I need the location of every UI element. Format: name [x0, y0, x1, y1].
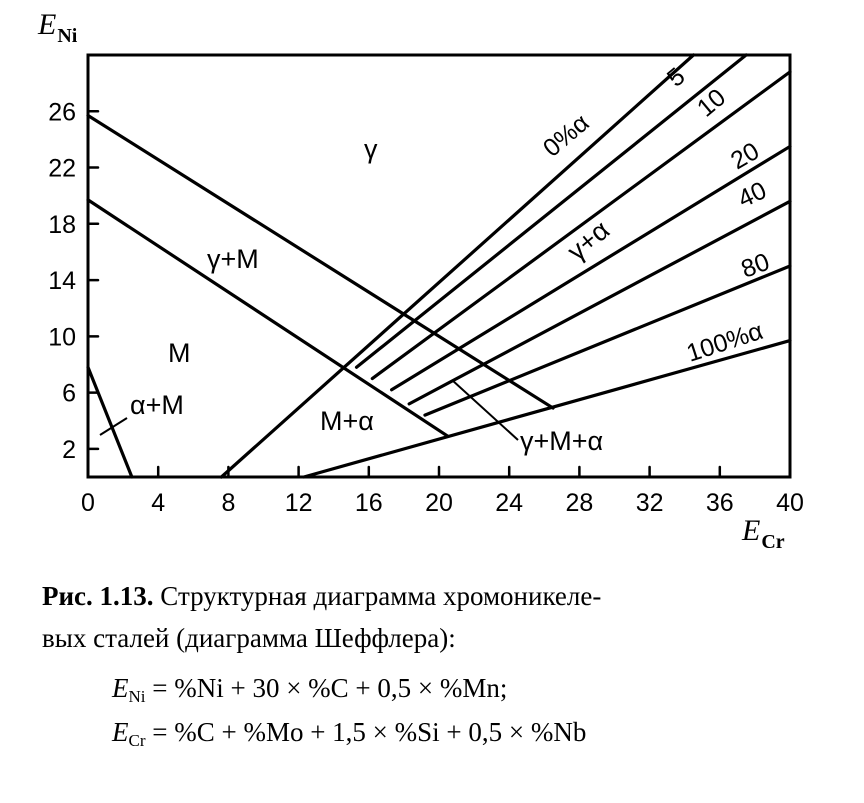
ferrite-line-4 — [407, 199, 792, 406]
boundary-line-1 — [86, 198, 450, 438]
boundary-line-0 — [86, 113, 555, 410]
x-tick-label: 4 — [151, 489, 165, 517]
ferrite-label-40: 40 — [734, 176, 771, 213]
ferrite-label-5: 5 — [662, 62, 691, 92]
x-tick-label: 16 — [355, 489, 383, 517]
ferrite-label-20: 20 — [726, 137, 764, 175]
x-tick-label: 12 — [285, 489, 313, 517]
y-tick-label: 6 — [62, 380, 76, 408]
x-axis-label: ECr — [741, 514, 785, 553]
x-tick-label: 28 — [565, 489, 593, 517]
y-tick-label: 14 — [48, 267, 76, 295]
y-tick-label: 2 — [62, 436, 76, 464]
y-tick-label: 18 — [48, 211, 76, 239]
caption-line1: Структурная диаграмма хромоникеле- — [160, 581, 602, 611]
x-tick-label: 20 — [425, 489, 453, 517]
x-tick-label: 8 — [221, 489, 235, 517]
ferrite-line-6 — [302, 338, 792, 479]
region-gamma-m: γ+M — [207, 244, 259, 274]
diagram-lines — [86, 53, 792, 479]
x-tick-label: 24 — [495, 489, 523, 517]
y-tick-label: 10 — [48, 323, 76, 351]
region-gamma: γ — [364, 134, 378, 164]
region-m: M — [168, 338, 191, 368]
y-tick-label: 26 — [48, 98, 76, 126]
plot-frame — [86, 53, 792, 479]
ferrite-line-5 — [423, 264, 792, 417]
region-alpha-m: α+M — [130, 390, 184, 420]
caption-line2: вых сталей (диаграмма Шеффлера): — [42, 623, 456, 653]
ferrite-label-10: 10 — [692, 83, 731, 122]
x-tick-label: 32 — [636, 489, 664, 517]
ferrite-line-1 — [354, 53, 748, 369]
x-tick-label: 36 — [706, 489, 734, 517]
ferrite-line-2 — [370, 70, 792, 381]
gamma-m-alpha-leader — [451, 379, 519, 441]
x-tick-label: 0 — [81, 489, 95, 517]
x-tick-label: 40 — [776, 489, 804, 517]
y-axis-label: ENi — [37, 8, 78, 47]
figure-caption: Рис. 1.13. Структурная диаграмма хромони… — [42, 580, 601, 612]
formula-ecr: ECr = %C + %Mo + 1,5 × %Si + 0,5 × %Nb — [112, 717, 587, 750]
y-tick-label: 22 — [48, 155, 76, 183]
region-m-alpha: M+α — [320, 406, 374, 436]
caption-title: Рис. 1.13. — [42, 581, 154, 611]
ferrite-label-80: 80 — [737, 248, 773, 284]
boundary-line-2 — [86, 365, 134, 479]
alpha-m-leader — [99, 417, 128, 436]
ferrite-line-0 — [219, 53, 696, 479]
x-axis-ticks: 0 4 8 12 16 20 24 28 32 36 40 — [81, 465, 804, 517]
ferrite-label-0: 0%α — [538, 109, 595, 163]
formula-eni: ENi = %Ni + 30 × %C + 0,5 × %Mn; — [112, 673, 508, 706]
region-gamma-m-alpha: γ+M+α — [520, 426, 603, 456]
figure-caption-line2: вых сталей (диаграмма Шеффлера): — [42, 622, 456, 654]
